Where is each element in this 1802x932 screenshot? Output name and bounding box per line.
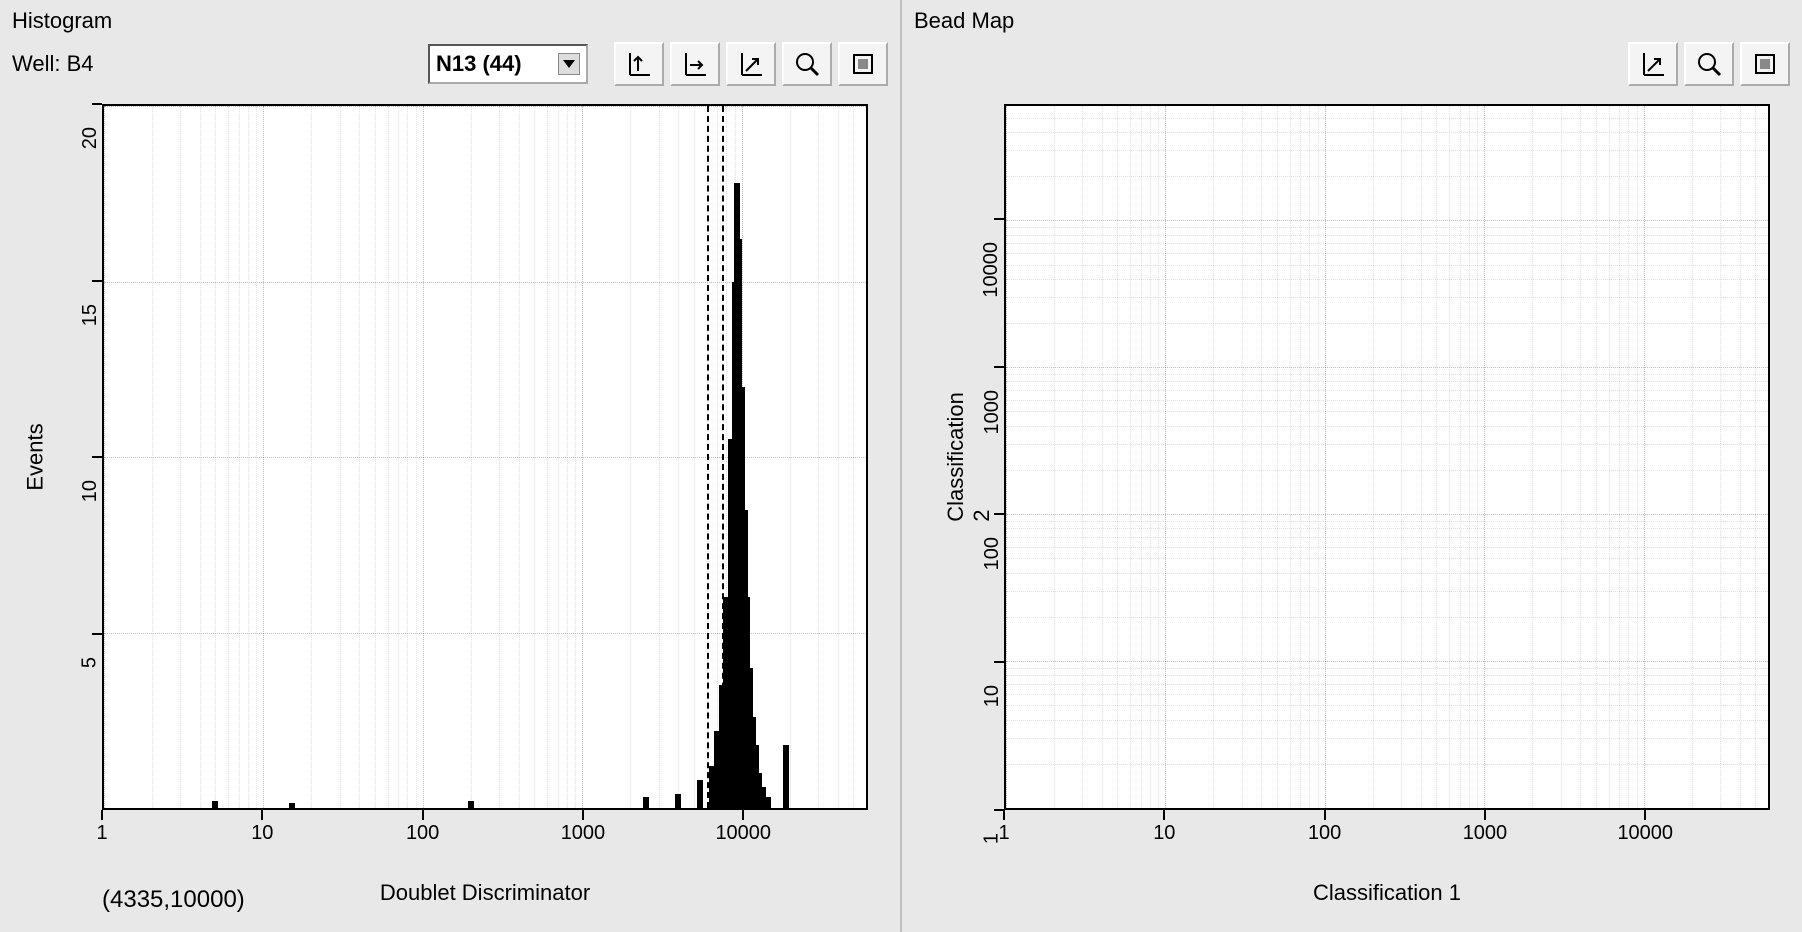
zoom-icon bbox=[1694, 49, 1724, 79]
dropdown-value: N13 (44) bbox=[436, 51, 558, 77]
x-tick-label: 10000 bbox=[1617, 822, 1673, 845]
histogram-plot-frame bbox=[102, 104, 868, 810]
beadmap-plot-frame bbox=[1004, 104, 1770, 810]
bead-region-dropdown[interactable]: N13 (44) bbox=[428, 44, 588, 84]
x-tick-label: 100 bbox=[406, 822, 439, 845]
autoscale-x-button[interactable] bbox=[670, 42, 720, 86]
chevron-down-icon bbox=[558, 53, 580, 75]
zoom-icon bbox=[792, 49, 822, 79]
beadmap-y-axis: Classification 2 110100100010000 bbox=[914, 104, 1004, 810]
histogram-bar bbox=[783, 745, 789, 808]
beadmap-panel: Bead Map Classification 2 11010010001000… bbox=[902, 0, 1802, 932]
y-tick-label: 20 bbox=[79, 127, 102, 149]
y-tick-label: 1000 bbox=[981, 390, 1004, 435]
histogram-y-axis: Events 5 10 15 20 bbox=[12, 104, 102, 810]
x-tick-label: 1000 bbox=[561, 822, 606, 845]
y-axis-label: Events bbox=[23, 423, 49, 490]
x-axis-label: Classification 1 bbox=[1313, 880, 1461, 906]
x-tick-label: 10000 bbox=[715, 822, 771, 845]
autoscale-xy-button[interactable] bbox=[726, 42, 776, 86]
histogram-bar bbox=[643, 797, 649, 808]
histogram-panel: Histogram Well: B4 N13 (44) Events 5 10 15… bbox=[0, 0, 900, 932]
well-label: Well: B4 bbox=[12, 51, 94, 77]
zoom-button[interactable] bbox=[782, 42, 832, 86]
y-tick-label: 10000 bbox=[981, 242, 1004, 298]
histogram-x-axis: Doublet Discriminator (4335,10000) 11010… bbox=[102, 810, 868, 920]
zoom-button[interactable] bbox=[1684, 42, 1734, 86]
beadmap-plot-area[interactable]: Classification 2 110100100010000 Classif… bbox=[914, 98, 1790, 920]
histogram-bar bbox=[289, 803, 295, 808]
histogram-bar bbox=[765, 797, 771, 808]
autoscale-y-button[interactable] bbox=[614, 42, 664, 86]
y-tick-label: 10 bbox=[79, 480, 102, 502]
beadmap-toolbar bbox=[906, 38, 1798, 98]
autoscale-x-icon bbox=[680, 49, 710, 79]
beadmap-x-axis: Classification 1 110100100010000 bbox=[1004, 810, 1770, 920]
autoscale-y-icon bbox=[624, 49, 654, 79]
gate-line[interactable] bbox=[707, 106, 709, 808]
reset-zoom-button[interactable] bbox=[838, 42, 888, 86]
x-tick-label: 10 bbox=[1153, 822, 1175, 845]
autoscale-xy-icon bbox=[1638, 49, 1668, 79]
y-tick-label: 5 bbox=[79, 657, 102, 668]
x-tick-label: 100 bbox=[1308, 822, 1341, 845]
autoscale-xy-icon bbox=[736, 49, 766, 79]
histogram-plot-area[interactable]: Events 5 10 15 20 Doublet Discriminator (43… bbox=[12, 98, 888, 920]
histogram-title: Histogram bbox=[4, 4, 896, 38]
reset-zoom-button[interactable] bbox=[1740, 42, 1790, 86]
autoscale-xy-button[interactable] bbox=[1628, 42, 1678, 86]
x-tick-label: 1000 bbox=[1463, 822, 1508, 845]
x-tick-label: 1 bbox=[96, 822, 107, 845]
cursor-readout: (4335,10000) bbox=[102, 886, 245, 914]
reset-zoom-icon bbox=[1750, 49, 1780, 79]
histogram-toolbar: Well: B4 N13 (44) bbox=[4, 38, 896, 98]
y-tick-label: 100 bbox=[981, 537, 1004, 570]
y-tick-label: 15 bbox=[79, 304, 102, 326]
gate-line[interactable] bbox=[722, 106, 724, 808]
reset-zoom-icon bbox=[848, 49, 878, 79]
histogram-bar bbox=[697, 780, 703, 808]
y-tick-label: 10 bbox=[981, 685, 1004, 707]
x-axis-label: Doublet Discriminator bbox=[380, 880, 590, 906]
beadmap-title: Bead Map bbox=[906, 4, 1798, 38]
x-tick-label: 1 bbox=[998, 822, 1009, 845]
x-tick-label: 10 bbox=[251, 822, 273, 845]
